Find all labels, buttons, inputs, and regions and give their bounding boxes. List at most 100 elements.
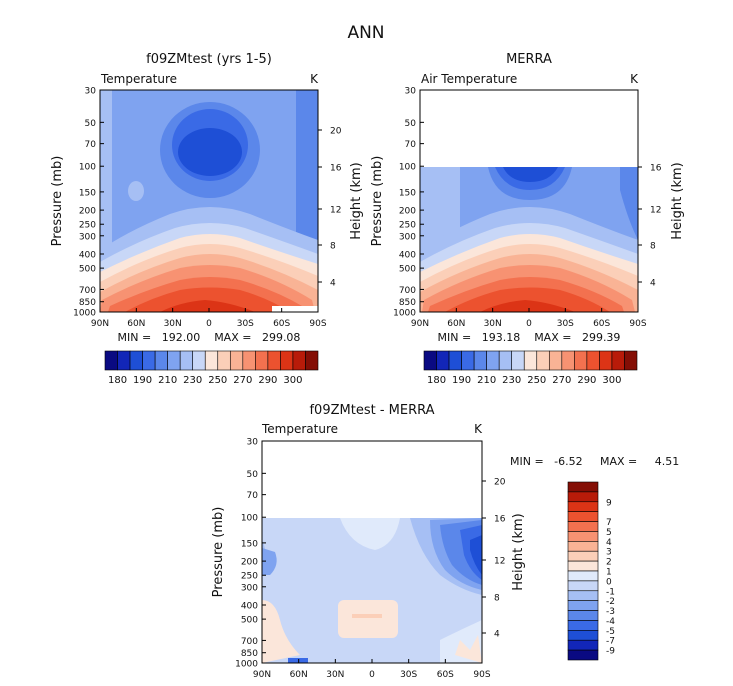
panel-c-latitude-ticks: 90N 60N 30N 0 30S 60S 90S [253,659,491,680]
colorbar-swatch [267,350,281,371]
pressure-tick-label: 200 [399,207,416,217]
panel-b-ylabel: Pressure (mb) [370,156,385,247]
latitude-tick-label: 60N [447,319,465,329]
panel-difference: f09ZMtest - MERRA Temperature K 30507010… [211,403,679,680]
pressure-tick-label: 1000 [235,660,258,670]
height-tick-label: 12 [650,206,661,216]
colorbar-label: 270 [552,375,571,386]
colorbar-label: 290 [577,375,596,386]
pressure-tick-label: 700 [399,286,416,296]
colorbar-swatch [561,350,575,371]
panel-c-stats-min: MIN = -6.52 [510,455,583,468]
pressure-tick-label: 250 [241,572,258,582]
pressure-tick-label: 500 [79,265,96,275]
latitude-tick-label: 30N [484,319,502,329]
latitude-tick-label: 30N [164,319,182,329]
latitude-tick-label: 60S [273,319,290,329]
colorbar-label: 190 [133,375,152,386]
colorbar-swatch [567,570,599,582]
colorbar-label: 2 [606,558,612,568]
panel-b-stats: MIN = 193.18 MAX = 299.39 [438,331,621,344]
latitude-tick-label: 0 [526,319,532,329]
colorbar-swatch [473,350,487,371]
pressure-tick-label: 50 [247,470,259,480]
colorbar-swatch [599,350,613,371]
height-tick-label: 8 [650,242,656,252]
pressure-tick-label: 100 [399,163,416,173]
colorbar-label: 190 [452,375,471,386]
pressure-tick-label: 400 [241,601,258,611]
latitude-tick-label: 90S [473,670,490,680]
colorbar-swatch [104,350,118,371]
colorbar-swatch [567,511,599,522]
pressure-tick-label: 500 [399,265,416,275]
colorbar-swatch [567,580,599,592]
pressure-tick-label: 30 [85,87,97,97]
pressure-tick-label: 50 [85,119,97,129]
panel-a-colorbar: 180 190 210 230 250 270 290 300 [104,350,319,386]
panel-a-height-ticks: 20 16 12 8 4 [318,127,342,289]
latitude-tick-label: 60S [437,670,454,680]
pressure-tick-label: 30 [247,438,259,448]
colorbar-label: 210 [477,375,496,386]
latitude-tick-label: 60N [290,670,308,680]
colorbar-swatch [567,600,599,611]
colorbar-label: 3 [606,548,612,558]
pressure-tick-label: 500 [241,616,258,626]
colorbar-swatch [305,350,319,371]
colorbar-swatch [292,350,306,371]
panel-b-subtitle: Air Temperature [421,72,517,86]
pressure-tick-label: 250 [79,221,96,231]
colorbar-swatch [567,649,599,661]
panel-c-height-ticks: 20 16 12 8 4 [482,478,506,640]
pressure-tick-label: 70 [85,140,97,150]
latitude-tick-label: 90S [629,319,646,329]
panel-a-latitude-ticks: 90N 60N 30N 0 30S 60S 90S [91,308,327,329]
panel-b-height-ticks: 16 12 8 4 [638,164,662,289]
colorbar-label: -3 [606,607,615,617]
colorbar-swatch [192,350,206,371]
colorbar-label: 250 [527,375,546,386]
colorbar-label: -4 [606,617,615,627]
page-title: ANN [347,23,384,43]
height-tick-label: 20 [494,478,506,488]
panel-c-units: K [474,422,483,436]
colorbar-swatch [142,350,156,371]
colorbar-label: 1 [606,568,612,578]
pressure-tick-label: 400 [79,250,96,260]
colorbar-label: 0 [606,577,612,587]
panel-b-colorbar: 180 190 210 230 250 270 290 300 [423,350,638,386]
latitude-tick-label: 90N [253,670,271,680]
pressure-tick-label: 850 [79,298,96,308]
colorbar-swatch [567,541,599,552]
pressure-tick-label: 150 [399,188,416,198]
panel-c-ylabel: Pressure (mb) [211,507,226,598]
panel-b-field [420,90,638,312]
colorbar-swatch [567,521,599,532]
colorbar-label: 290 [258,375,277,386]
colorbar-swatch [154,350,168,371]
height-tick-label: 4 [650,279,656,289]
colorbar-swatch [448,350,462,371]
colorbar-label: 300 [602,375,621,386]
colorbar-label: 180 [427,375,446,386]
colorbar-swatch [567,491,599,503]
colorbar-swatch [511,350,525,371]
latitude-tick-label: 60N [127,319,145,329]
colorbar-swatch [486,350,500,371]
colorbar-label: 270 [233,375,252,386]
colorbar-swatch [611,350,625,371]
latitude-tick-label: 90S [309,319,326,329]
latitude-tick-label: 90N [91,319,109,329]
height-tick-label: 16 [330,164,342,174]
colorbar-swatch [523,350,538,371]
colorbar-swatch [567,639,599,651]
latitude-tick-label: 0 [369,670,375,680]
colorbar-label: -5 [606,627,615,637]
height-tick-label: 8 [330,242,336,252]
colorbar-swatch [567,501,599,512]
height-tick-label: 20 [330,127,342,137]
